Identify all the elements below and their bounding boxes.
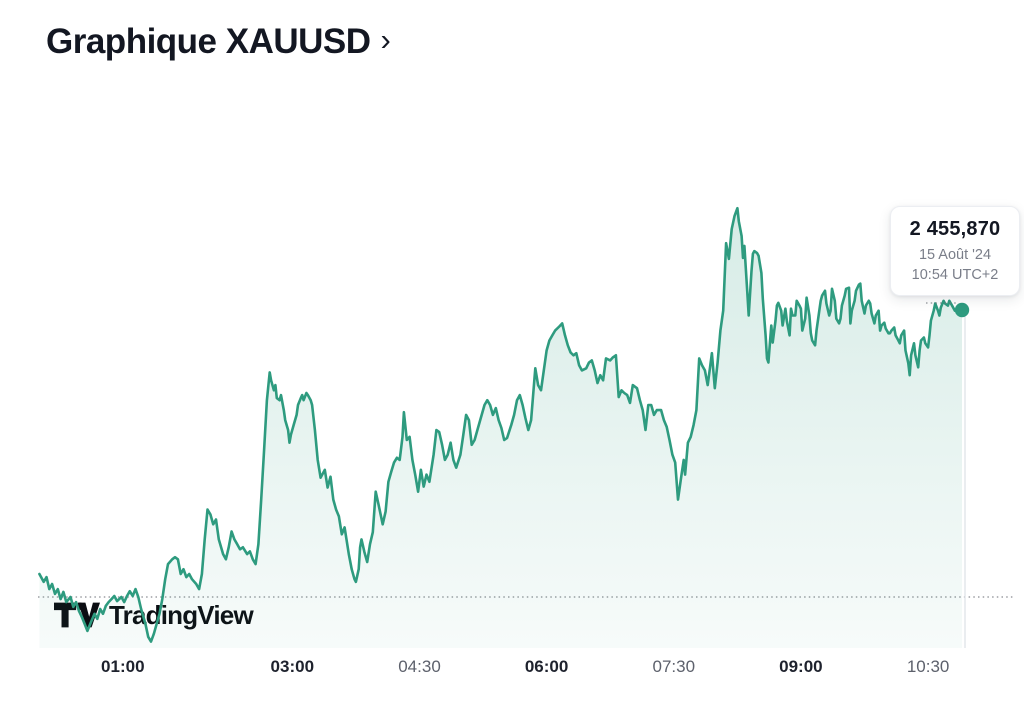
last-price-dot [954,302,970,318]
price-line [38,206,964,643]
chart-title-link[interactable]: Graphique XAUUSD › [46,22,391,62]
last-time: 10:54 UTC+2 [911,267,999,283]
last-price: 2 455,870 [909,218,1001,240]
last-date: 15 Août '24 [918,247,992,263]
chevron-right-icon: › [380,22,391,57]
page-title: Graphique XAUUSD [46,22,371,61]
price-tooltip: 2 455,870 15 Août '24 10:54 UTC+2 [890,206,1020,296]
